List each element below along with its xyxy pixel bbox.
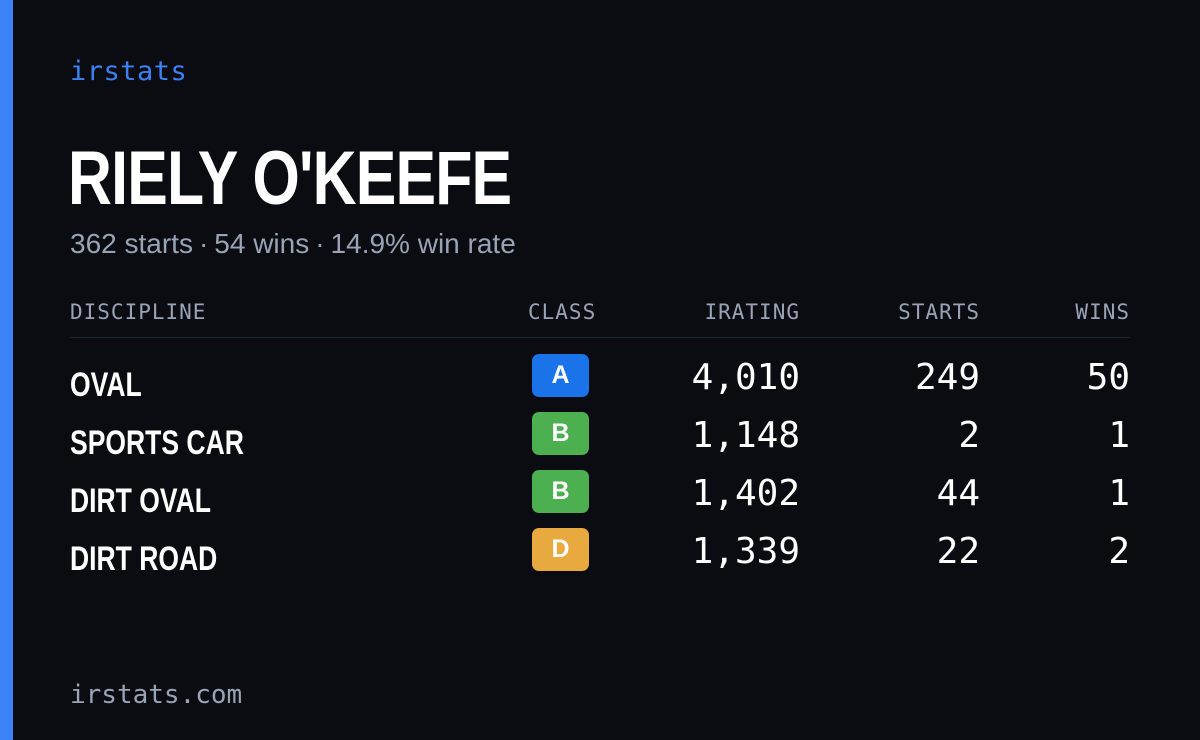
row-starts: 22 [936,531,980,572]
header-discipline: DISCIPLINE [70,300,207,324]
row-wins: 50 [1086,357,1130,398]
row-wins: 1 [1108,415,1130,456]
driver-name: RIELY O'KEEFE [68,136,512,221]
class-badge: B [532,470,589,513]
row-irating: 1,339 [691,531,800,572]
header-class: CLASS [528,300,597,324]
discipline-table: DISCIPLINE CLASS IRATING STARTS WINS OVA… [70,296,1130,586]
table-body: OVAL A 4,010 249 50 SPORTS CAR B 1,148 2… [70,338,1130,586]
summary-separator: · [315,228,325,259]
header-wins: WINS [1075,300,1130,324]
table-row: SPORTS CAR B 1,148 2 1 [70,412,1130,470]
table-header: DISCIPLINE CLASS IRATING STARTS WINS [70,296,1130,338]
row-discipline: DIRT OVAL [70,482,211,520]
header-irating: IRATING [704,300,800,324]
row-wins: 1 [1108,473,1130,514]
class-badge: A [532,354,589,397]
row-discipline: SPORTS CAR [70,424,244,462]
row-discipline: OVAL [70,366,142,404]
summary-wins: 54 wins [214,228,310,259]
row-irating: 1,148 [691,415,800,456]
table-row: DIRT OVAL B 1,402 44 1 [70,470,1130,528]
row-irating: 4,010 [691,357,800,398]
row-starts: 2 [958,415,980,456]
table-row: DIRT ROAD D 1,339 22 2 [70,528,1130,586]
accent-bar [0,0,13,740]
summary-starts: 362 starts [70,228,193,259]
driver-summary: 362 starts · 54 wins · 14.9% win rate [70,228,516,260]
summary-win-rate: 14.9% win rate [330,228,516,259]
row-discipline: DIRT ROAD [70,540,218,578]
class-badge: B [532,412,589,455]
row-starts: 249 [914,357,980,398]
summary-separator: · [198,228,209,259]
row-irating: 1,402 [691,473,800,514]
table-row: OVAL A 4,010 249 50 [70,354,1130,412]
brand-logo[interactable]: irstats [70,56,188,87]
row-starts: 44 [936,473,980,514]
row-wins: 2 [1108,531,1130,572]
footer-url[interactable]: irstats.com [70,680,243,710]
header-starts: STARTS [898,300,980,324]
class-badge: D [532,528,589,571]
